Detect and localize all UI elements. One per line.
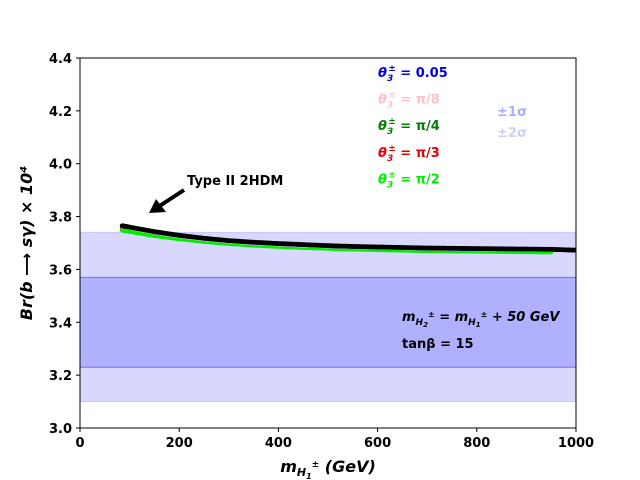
legend-entry: θ3± = π/4 [378, 117, 440, 137]
y-tick-label: 3.4 [49, 316, 72, 331]
note-mass-relation: mH2± = mH1± + 50 GeV [402, 310, 560, 329]
bands [80, 231, 576, 403]
legend-entry: θ3± = π/2 [378, 170, 440, 190]
x-tick-label: 0 [75, 436, 84, 451]
x-tick-label: 800 [463, 436, 490, 451]
band-legend-entry: ±2σ [497, 126, 527, 141]
x-tick-label: 600 [364, 436, 391, 451]
annotation-arrow-head [149, 199, 166, 213]
annotation-text: Type II 2HDM [187, 174, 283, 189]
y-axis: 3.0 3.2 3.4 3.6 3.8 4.0 4.2 4.4 [49, 52, 80, 437]
plot-frame [79, 57, 577, 429]
x-axis: 0 200 400 600 800 1000 [75, 428, 594, 451]
y-axis-label: Br(b ⟶ sγ) × 10⁴ [17, 166, 36, 320]
y-tick-label: 4.2 [49, 105, 72, 120]
data-point [573, 247, 576, 253]
x-tick-label: 400 [265, 436, 292, 451]
legend-entry: θ3± = π/3 [378, 144, 440, 164]
y-tick-label: 3.0 [49, 422, 72, 437]
y-tick-label: 3.2 [49, 369, 72, 384]
y-tick-label: 3.8 [49, 211, 72, 226]
legend-entry: θ3± = π/8 [378, 91, 440, 111]
legend-entry: θ3± = 0.05 [378, 64, 448, 84]
band-legend: ±1σ±2σ [497, 105, 527, 141]
x-axis-label: mH1± (GeV) [280, 457, 376, 480]
band-1 [80, 277, 576, 368]
series-5 [119, 223, 576, 253]
legend: θ3± = 0.05 θ3± = π/8 θ3± = π/4 θ3± = π/3 θ3±… [378, 64, 448, 190]
annotation-arrow-shaft [156, 188, 186, 209]
band-legend-entry: ±1σ [497, 105, 527, 120]
note-tanbeta: tanβ = 15 [402, 337, 474, 352]
type2-annotation: Type II 2HDM [149, 174, 283, 213]
y-tick-label: 4.4 [49, 52, 72, 67]
y-tick-label: 3.6 [49, 263, 72, 278]
x-tick-label: 1000 [558, 436, 594, 451]
x-tick-label: 200 [166, 436, 193, 451]
series-group [119, 223, 576, 255]
y-tick-label: 4.0 [49, 158, 72, 173]
